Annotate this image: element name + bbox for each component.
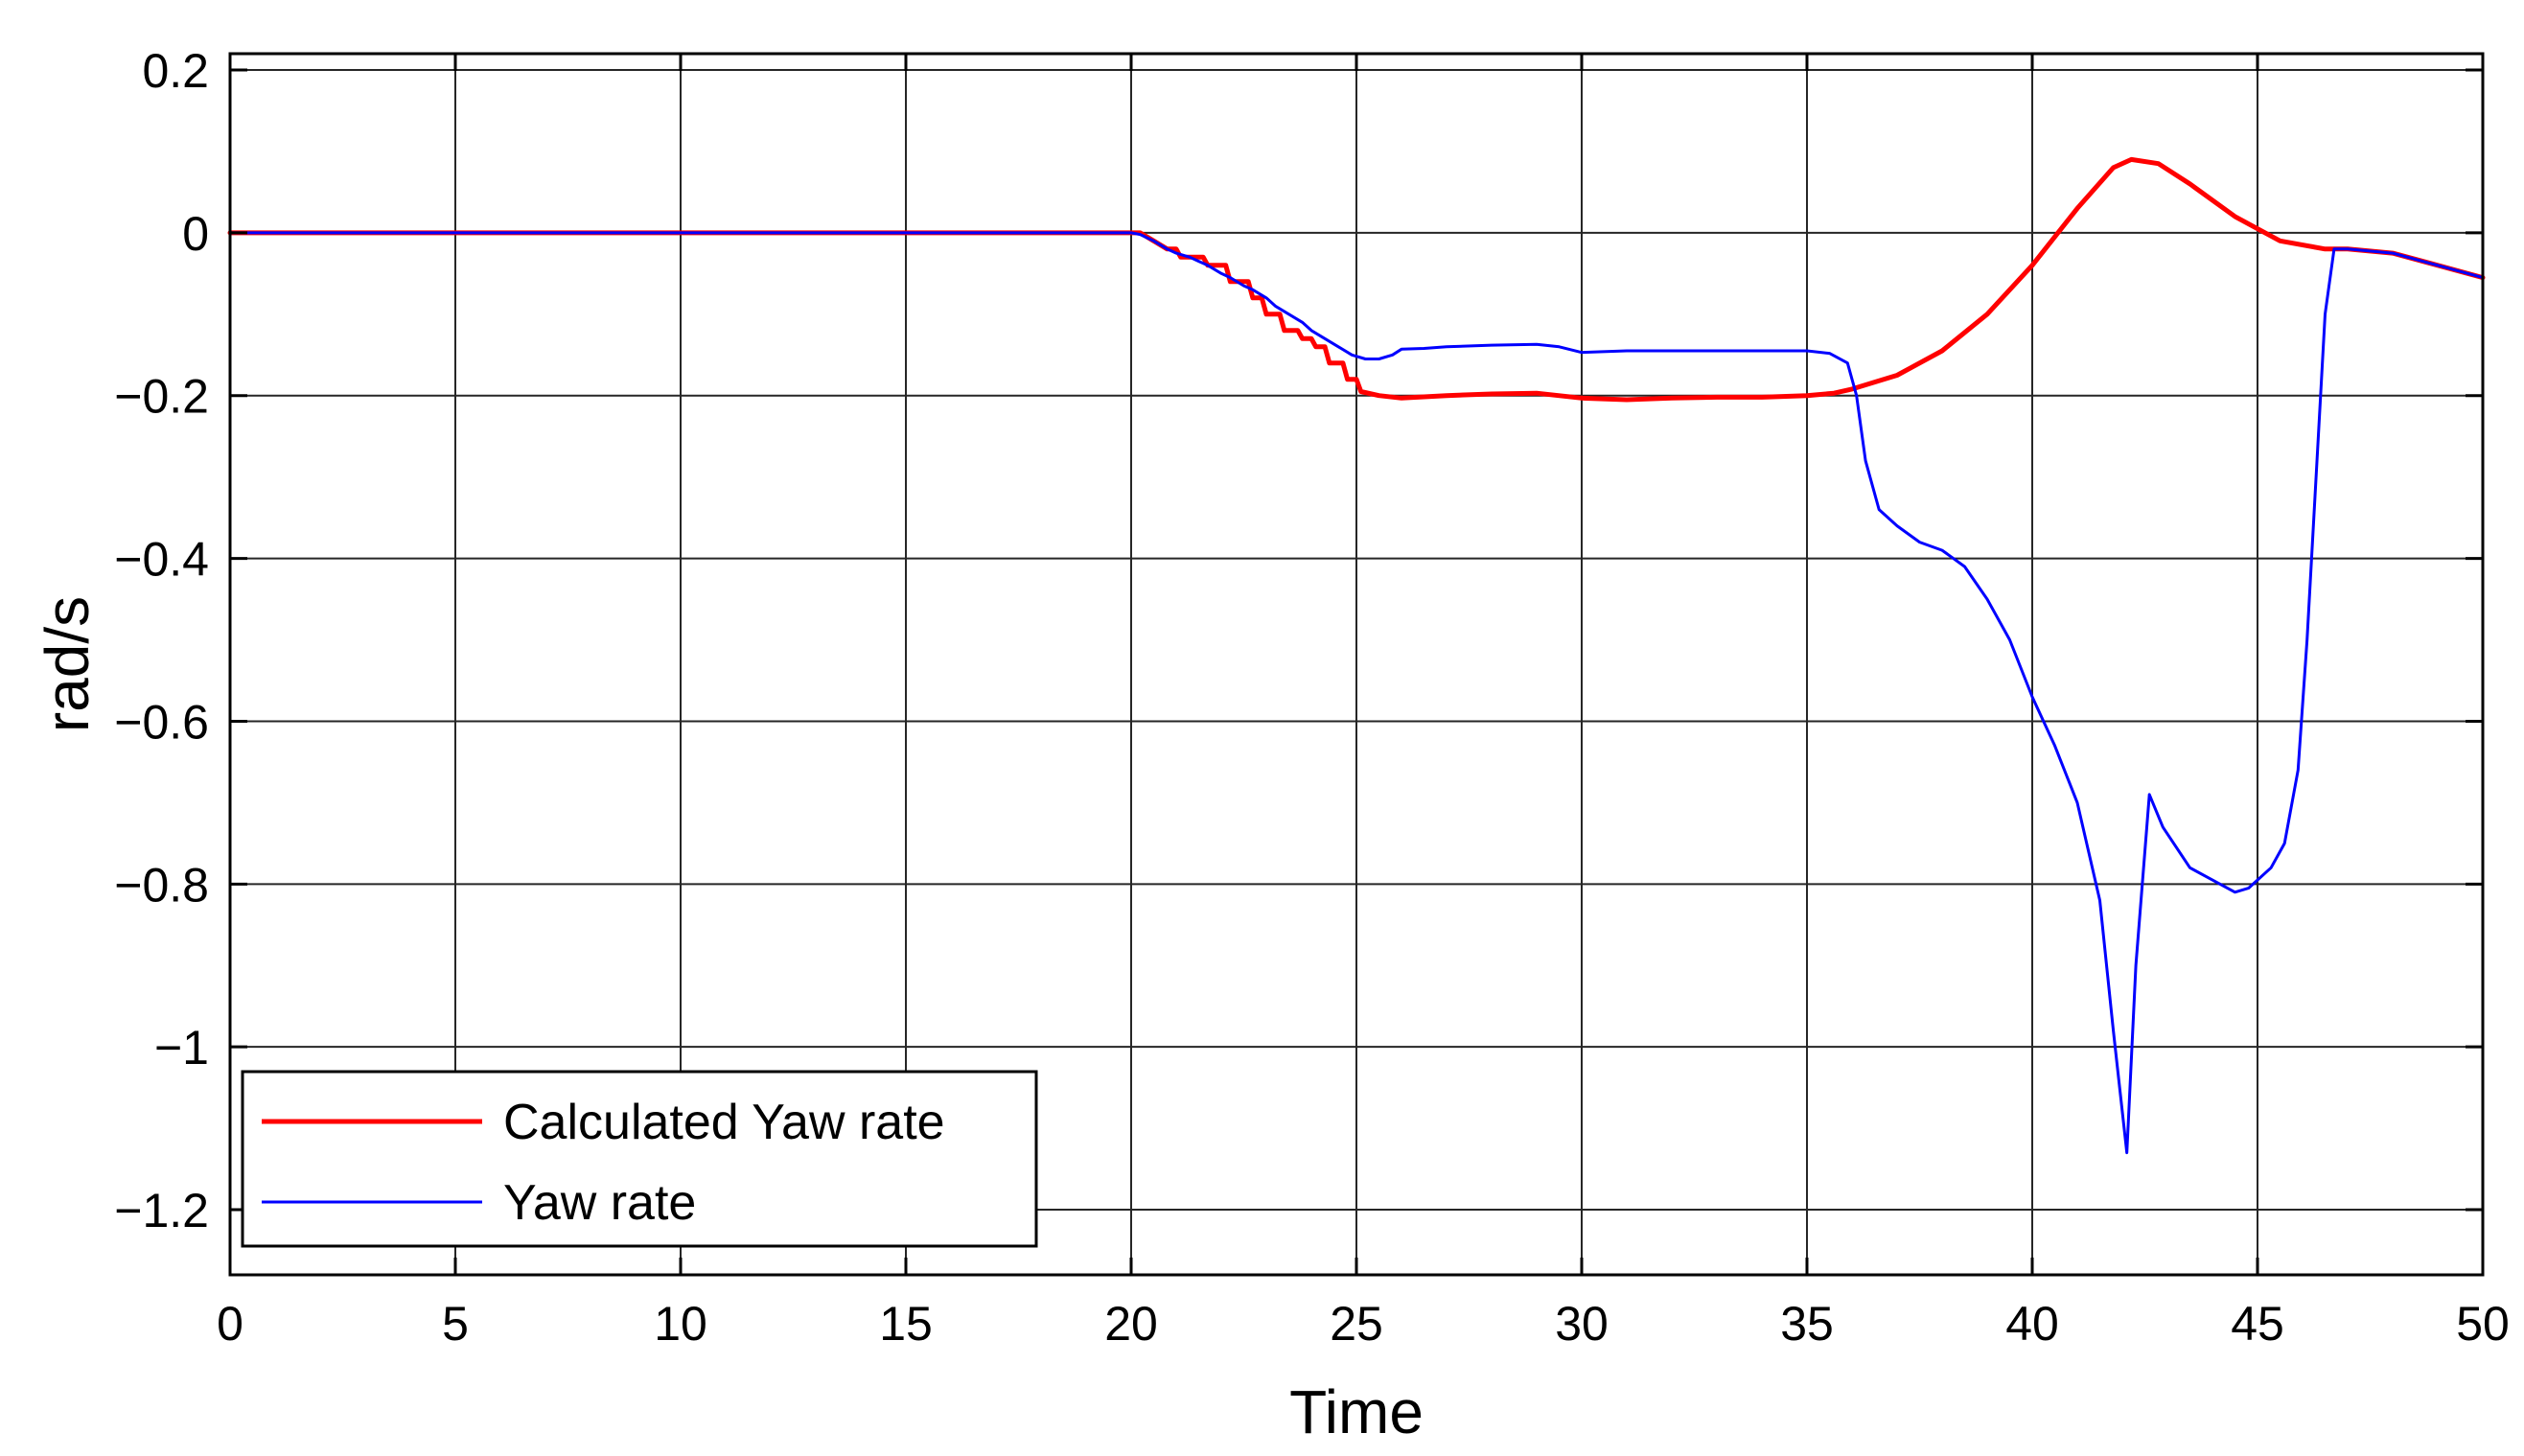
y-axis-label: rad/s [33, 596, 102, 732]
series-line-yaw-rate [228, 231, 2485, 1155]
series-line-calculated-yaw-rate [227, 156, 2486, 403]
y-tick-label: −1 [154, 1021, 209, 1075]
x-tick-label: 40 [2005, 1297, 2059, 1351]
legend-box [241, 1070, 1038, 1248]
y-tick-label: −0.2 [114, 370, 209, 424]
x-tick-label: 50 [2456, 1297, 2510, 1351]
x-tick-label: 30 [1555, 1297, 1609, 1351]
x-tick-labels: 0 5 10 15 20 25 30 35 40 45 50 [217, 1297, 2510, 1351]
legend-label-calculated-yaw-rate: Calculated Yaw rate [503, 1095, 945, 1150]
y-tick-label: 0.2 [142, 44, 209, 98]
y-tick-label: 0 [182, 207, 209, 261]
plot-lines [227, 156, 2486, 1155]
y-tick-labels: 0.2 0 −0.2 −0.4 −0.6 −0.8 −1 −1.2 [114, 44, 209, 1237]
y-tick-label: −1.2 [114, 1184, 209, 1237]
legend: Calculated Yaw rate Yaw rate [241, 1070, 1038, 1248]
y-tick-label: −0.8 [114, 858, 209, 912]
y-tick-label: −0.6 [114, 695, 209, 749]
x-tick-label: 5 [442, 1297, 469, 1351]
axis-ticks [228, 54, 2485, 1275]
x-tick-label: 0 [217, 1297, 243, 1351]
x-tick-label: 15 [879, 1297, 933, 1351]
x-axis-label: Time [1289, 1377, 1424, 1446]
y-tick-label: −0.4 [114, 533, 209, 587]
x-tick-label: 10 [654, 1297, 707, 1351]
legend-label-yaw-rate: Yaw rate [503, 1175, 696, 1231]
x-tick-label: 35 [1780, 1297, 1834, 1351]
x-tick-label: 25 [1330, 1297, 1383, 1351]
x-tick-label: 45 [2231, 1297, 2284, 1351]
x-tick-label: 20 [1104, 1297, 1158, 1351]
